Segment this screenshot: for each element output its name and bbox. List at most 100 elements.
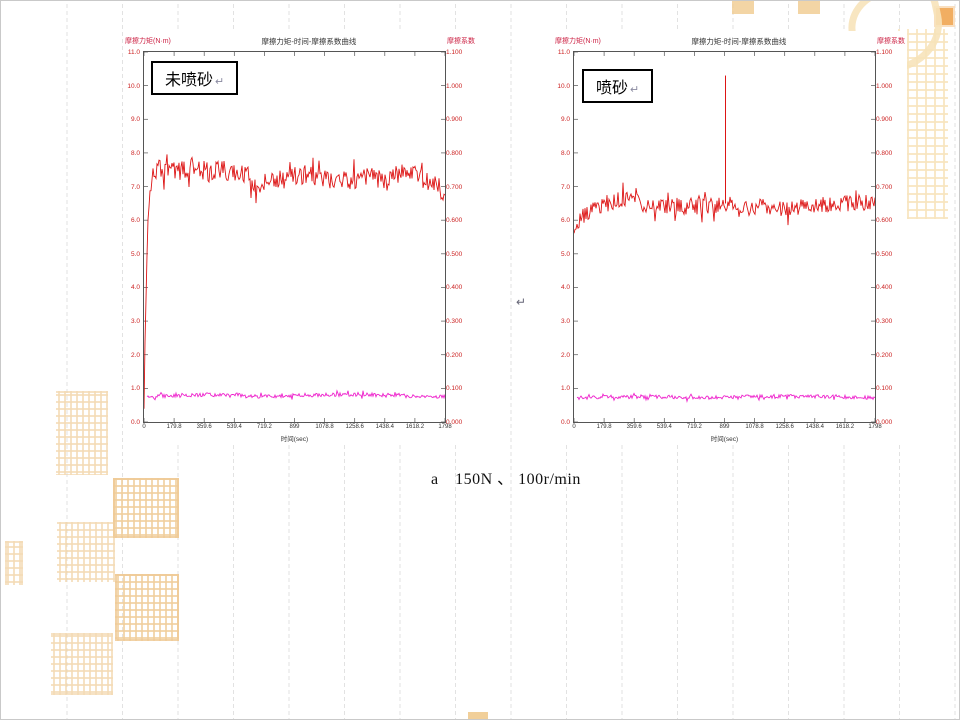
axis-tick-label: 899	[289, 424, 300, 430]
x-axis-title: 时间(sec)	[280, 436, 309, 443]
axis-tick-label: 1078.8	[315, 424, 334, 430]
decorative-seal	[115, 574, 179, 641]
axis-tick-label: 0.600	[876, 217, 893, 225]
axis-tick-label: 1.0	[560, 385, 570, 393]
axis-tick-label: 6.0	[560, 217, 570, 225]
axis-tick-label: 1.100	[446, 49, 463, 56]
right-axis-title: 摩擦系数	[876, 38, 905, 45]
axis-tick-label: 179.8	[596, 424, 612, 430]
decorative-seal	[51, 633, 113, 695]
chart-figure-blasted: 摩擦力矩(N·m) 摩擦力矩-时间-摩擦系数曲线 摩擦系数 11.0 10.0 9.…	[553, 31, 907, 443]
plot-area: 11.0 10.0 9.0 8.0 7.0 6.0 5.0 4.0 3.0 2.0 1.0 0.0 1…	[557, 49, 892, 426]
axis-tick-label: 5.0	[560, 250, 570, 258]
left-axis-ticks: 11.0 10.0 9.0 8.0 7.0 6.0 5.0 4.0 3.0 2.0 1.0 0.0	[123, 49, 140, 426]
axis-tick-label: 8.0	[130, 149, 140, 157]
axis-tick-label: 539.4	[656, 424, 672, 430]
axis-tick-label: 0	[572, 424, 576, 430]
axis-tick-label: 4.0	[560, 284, 570, 292]
axis-tick-label: 0.600	[446, 217, 463, 225]
axis-tick-label: 1618.2	[405, 424, 425, 430]
chart-header: 摩擦力矩(N·m) 摩擦力矩-时间-摩擦系数曲线 摩擦系数	[553, 31, 907, 51]
axis-tick-label: 0.100	[446, 385, 463, 393]
axis-tick-label: 0.900	[446, 116, 463, 124]
axis-tick-label: 7.0	[130, 183, 140, 191]
axis-tick-label: 3.0	[130, 318, 140, 326]
paragraph-mark-icon: ↵	[630, 84, 640, 96]
axis-tick-label: 1618.2	[835, 424, 855, 430]
axis-tick-label: 0.700	[446, 183, 463, 191]
axis-tick-label: 1258.6	[345, 424, 364, 430]
axis-tick-label: 0.000	[876, 419, 893, 426]
axis-tick-label: 359.6	[626, 424, 642, 430]
axis-tick-label: 7.0	[560, 183, 570, 191]
axis-tick-label: 1.000	[446, 82, 463, 90]
axis-tick-label: 539.4	[226, 424, 242, 430]
axis-tick-label: 1438.4	[375, 424, 394, 430]
chart-figure-unblasted: 摩擦力矩(N·m) 摩擦力矩-时间-摩擦系数曲线 摩擦系数 11.0 10.0 9.…	[123, 31, 477, 443]
axis-tick-label: 899	[719, 424, 730, 430]
axis-tick-label: 0.400	[446, 284, 463, 292]
left-axis-ticks: 11.0 10.0 9.0 8.0 7.0 6.0 5.0 4.0 3.0 2.0 1.0 0.0	[553, 49, 570, 426]
decorative-seal	[56, 391, 108, 475]
axis-tick-label: 1798	[868, 424, 882, 430]
axis-tick-label: 2.0	[130, 351, 140, 359]
chart-header: 摩擦力矩(N·m) 摩擦力矩-时间-摩擦系数曲线 摩擦系数	[123, 31, 477, 51]
axis-tick-label: 1078.8	[745, 424, 764, 430]
axis-tick-label: 0.300	[876, 318, 893, 326]
axis-tick-label: 8.0	[560, 149, 570, 157]
axis-tick-label: 0.200	[446, 351, 463, 359]
axis-tick-label: 0.500	[446, 250, 463, 258]
decorative-stamp	[732, 1, 754, 14]
axis-tick-label: 359.6	[196, 424, 212, 430]
axis-tick-label: 1.0	[130, 385, 140, 393]
axis-tick-label: 179.8	[166, 424, 182, 430]
axis-tick-label: 0	[142, 424, 146, 430]
axis-tick-label: 9.0	[130, 116, 140, 124]
axis-tick-label: 0.900	[876, 116, 893, 124]
figure-caption: a 150N 、 100r/min	[431, 471, 581, 488]
axis-tick-label: 2.0	[560, 351, 570, 359]
axis-tick-label: 0.000	[446, 419, 463, 426]
axis-tick-label: 0.800	[446, 149, 463, 157]
paragraph-mark-icon: ↵	[516, 295, 527, 309]
axis-tick-label: 1.100	[876, 49, 893, 56]
axis-tick-label: 0.800	[876, 149, 893, 157]
decorative-seal	[57, 522, 115, 582]
sample-label: 喷砂	[596, 80, 629, 97]
plot-area: 11.0 10.0 9.0 8.0 7.0 6.0 5.0 4.0 3.0 2.0 1.0 0.0 1…	[127, 49, 462, 426]
x-axis-title: 时间(sec)	[710, 436, 739, 443]
axis-tick-label: 0.200	[876, 351, 893, 359]
decorative-stamp	[468, 712, 488, 719]
decorative-stamp	[798, 1, 820, 14]
chart-title: 摩擦力矩-时间-摩擦系数曲线	[261, 37, 357, 46]
axis-tick-label: 719.2	[256, 424, 272, 430]
axis-tick-label: 3.0	[560, 318, 570, 326]
axis-tick-label: 10.0	[557, 82, 570, 90]
x-axis-ticks: 0 179.8 359.6 539.4 719.2 899 1078.8 1258.6 1438…	[142, 423, 451, 432]
axis-tick-label: 1258.6	[775, 424, 794, 430]
axis-tick-label: 0.100	[876, 385, 893, 393]
axis-tick-label: 4.0	[130, 284, 140, 292]
axis-tick-label: 5.0	[130, 250, 140, 258]
axis-tick-label: 0.0	[130, 419, 140, 426]
right-axis-title: 摩擦系数	[446, 38, 475, 45]
axis-tick-label: 10.0	[127, 82, 140, 90]
sample-label-box: 未喷砂 ↵	[151, 61, 239, 95]
decorative-seal	[5, 541, 23, 585]
axis-tick-label: 11.0	[557, 49, 570, 56]
chart-title: 摩擦力矩-时间-摩擦系数曲线	[691, 37, 787, 46]
axis-tick-label: 6.0	[130, 217, 140, 225]
left-axis-title: 摩擦力矩(N·m)	[125, 38, 171, 45]
axis-tick-label: 0.400	[876, 284, 893, 292]
axis-tick-label: 0.300	[446, 318, 463, 326]
sample-label: 未喷砂	[165, 72, 214, 89]
axis-tick-label: 9.0	[560, 116, 570, 124]
axis-tick-label: 0.0	[560, 419, 570, 426]
right-axis-ticks: 1.100 1.000 0.900 0.800 0.700 0.600 0.500 0.400…	[876, 49, 906, 426]
plot-canvas	[143, 51, 446, 423]
x-axis-ticks: 0 179.8 359.6 539.4 719.2 899 1078.8 1258.6 1438…	[572, 423, 881, 432]
axis-tick-label: 1.000	[876, 82, 893, 90]
decorative-seal	[113, 478, 179, 538]
axis-tick-label: 1798	[438, 424, 452, 430]
